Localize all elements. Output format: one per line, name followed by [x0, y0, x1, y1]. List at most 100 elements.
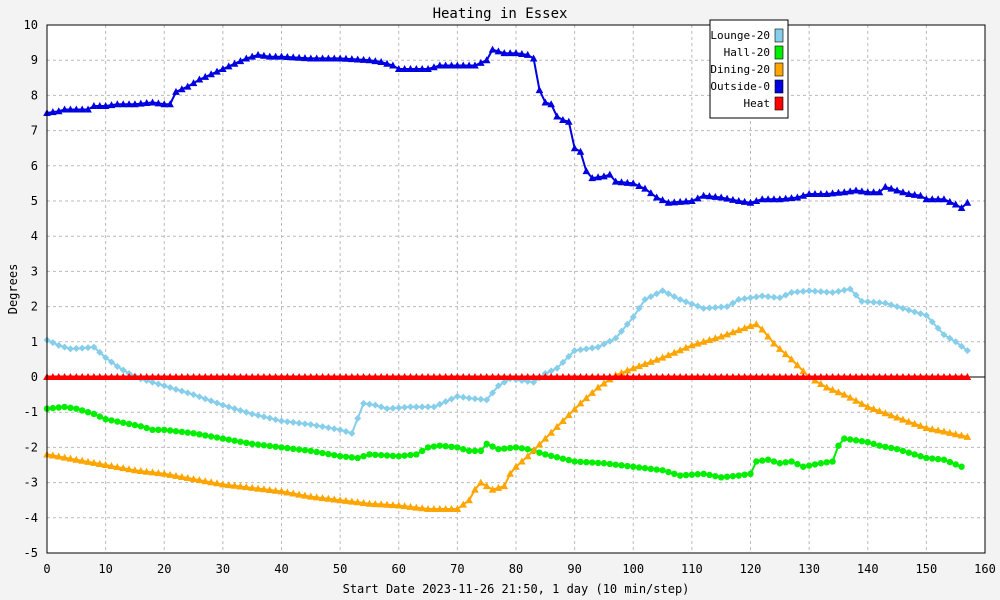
data-point-outside-0	[84, 105, 92, 113]
data-point-outside-0	[119, 100, 128, 108]
data-point-hall-20	[354, 454, 361, 462]
data-point-lounge-20	[782, 291, 790, 299]
data-point-hall-20	[753, 458, 760, 465]
data-point-hall-20	[583, 458, 590, 466]
data-point-lounge-20	[365, 400, 373, 408]
data-point-heat	[353, 373, 362, 380]
data-point-outside-0	[629, 179, 638, 187]
data-point-outside-0	[641, 184, 649, 192]
data-point-lounge-20	[647, 293, 655, 301]
data-point-heat	[570, 373, 579, 380]
data-point-dining-20	[740, 324, 749, 332]
data-point-outside-0	[916, 191, 925, 199]
data-point-lounge-20	[676, 296, 684, 304]
data-point-lounge-20	[799, 287, 807, 295]
data-point-lounge-20	[248, 410, 256, 418]
data-point-dining-20	[940, 427, 948, 435]
data-point-heat	[131, 373, 139, 380]
data-point-lounge-20	[618, 327, 626, 335]
data-point-outside-0	[430, 63, 438, 71]
data-point-lounge-20	[758, 292, 766, 300]
data-point-heat	[723, 373, 731, 380]
data-point-heat	[383, 373, 391, 380]
data-point-dining-20	[617, 368, 626, 376]
data-point-outside-0	[541, 98, 550, 106]
data-point-lounge-20	[96, 348, 104, 356]
data-point-dining-20	[658, 353, 667, 361]
data-point-outside-0	[359, 55, 368, 63]
legend-swatch	[774, 28, 784, 43]
data-point-dining-20	[465, 496, 473, 504]
data-point-outside-0	[547, 100, 555, 108]
data-point-lounge-20	[213, 399, 221, 407]
data-point-dining-20	[688, 341, 696, 349]
legend-label: Outside-0	[710, 80, 770, 93]
data-point-heat	[506, 373, 514, 380]
data-point-heat	[922, 373, 931, 380]
data-point-outside-0	[207, 70, 215, 78]
data-point-heat	[547, 373, 555, 380]
data-point-outside-0	[447, 61, 456, 69]
data-point-outside-0	[787, 194, 796, 202]
data-point-lounge-20	[418, 403, 426, 411]
data-point-hall-20	[166, 427, 174, 434]
data-point-lounge-20	[55, 341, 63, 349]
data-point-heat	[477, 373, 485, 380]
data-point-lounge-20	[664, 290, 672, 298]
data-point-heat	[582, 373, 591, 380]
data-point-heat	[435, 373, 444, 380]
data-point-heat	[523, 373, 532, 380]
data-point-heat	[682, 373, 690, 380]
data-point-heat	[529, 373, 538, 380]
data-point-dining-20	[453, 505, 462, 512]
data-point-hall-20	[55, 404, 62, 411]
data-point-heat	[248, 373, 256, 380]
data-point-lounge-20	[917, 310, 925, 318]
data-point-lounge-20	[489, 389, 497, 397]
data-point-lounge-20	[254, 411, 262, 419]
data-point-dining-20	[641, 359, 649, 367]
data-point-outside-0	[54, 107, 63, 115]
data-point-lounge-20	[600, 340, 608, 348]
data-point-outside-0	[336, 54, 344, 62]
data-point-lounge-20	[752, 293, 760, 301]
data-point-outside-0	[330, 54, 339, 62]
data-point-hall-20	[547, 452, 555, 460]
data-point-dining-20	[916, 421, 925, 429]
data-point-lounge-20	[324, 424, 332, 432]
data-point-outside-0	[271, 52, 280, 60]
data-point-outside-0	[424, 65, 432, 72]
data-point-dining-20	[752, 320, 761, 328]
y-tick-label: -2	[24, 440, 38, 454]
data-point-hall-20	[389, 452, 397, 460]
data-point-lounge-20	[776, 294, 784, 302]
data-point-outside-0	[236, 57, 245, 65]
data-point-outside-0	[494, 47, 503, 55]
data-point-outside-0	[377, 57, 385, 65]
data-point-outside-0	[435, 61, 444, 69]
data-point-dining-20	[183, 474, 192, 482]
legend-label: Lounge-20	[710, 29, 770, 42]
data-point-hall-20	[372, 451, 379, 458]
data-point-lounge-20	[61, 343, 69, 351]
data-point-dining-20	[494, 483, 503, 491]
data-point-heat	[60, 373, 69, 380]
data-point-heat	[178, 373, 186, 380]
data-point-hall-20	[395, 453, 402, 460]
data-point-hall-20	[759, 457, 766, 464]
data-point-hall-20	[794, 460, 801, 468]
data-point-heat	[817, 373, 825, 380]
data-point-dining-20	[178, 472, 186, 480]
data-point-dining-20	[131, 466, 139, 474]
data-point-lounge-20	[893, 303, 901, 311]
data-point-outside-0	[729, 195, 737, 203]
data-point-outside-0	[934, 195, 942, 203]
data-point-heat	[107, 373, 116, 380]
data-point-outside-0	[951, 200, 960, 208]
data-point-outside-0	[828, 189, 837, 197]
data-point-hall-20	[501, 445, 508, 452]
data-point-hall-20	[196, 431, 203, 438]
data-point-dining-20	[623, 366, 632, 374]
data-point-lounge-20	[747, 294, 754, 302]
